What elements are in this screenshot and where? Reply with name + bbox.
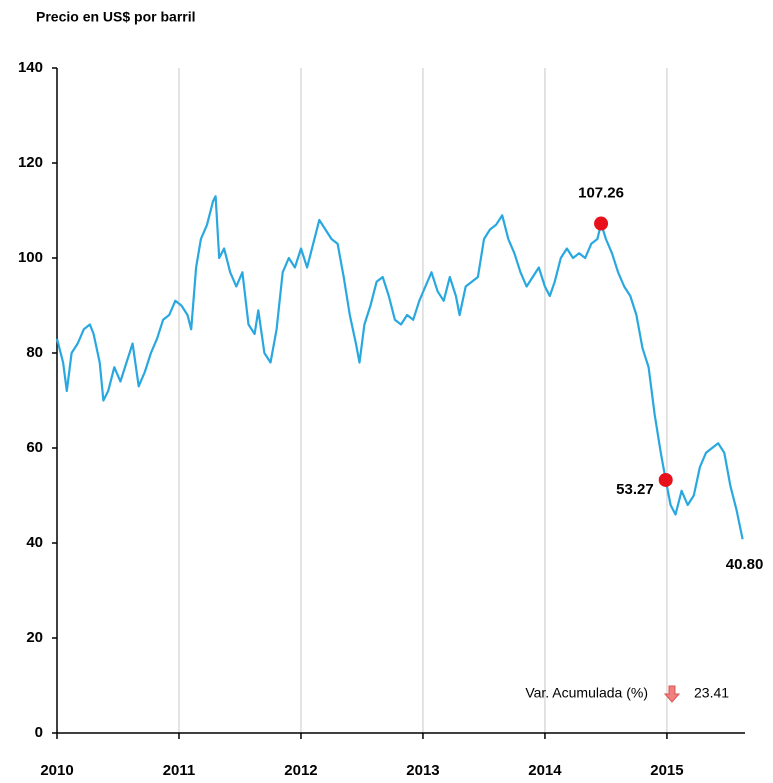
y-tick-label: 140 [18, 59, 43, 76]
indicator-arrow [663, 685, 681, 703]
x-tick-label: 2015 [650, 762, 683, 779]
x-tick-label: 2013 [406, 762, 439, 779]
annotation-label: 53.27 [616, 481, 654, 498]
y-tick-label: 100 [18, 249, 43, 266]
x-tick-label: 2011 [163, 762, 196, 779]
annotation-label: 107.26 [578, 184, 624, 201]
y-tick-label: 20 [26, 629, 43, 646]
x-tick-label: 2012 [284, 762, 317, 779]
highlight-point [658, 472, 673, 487]
y-tick-label: 80 [26, 344, 43, 361]
y-tick-label: 0 [35, 724, 43, 741]
price-line [55, 195, 744, 540]
y-tick-label: 60 [26, 439, 43, 456]
highlight-point [594, 216, 609, 231]
indicator-value: 23.41 [694, 685, 729, 701]
annotation-label: 40.80 [726, 556, 764, 573]
y-tick-label: 40 [26, 534, 43, 551]
x-tick-label: 2010 [40, 762, 73, 779]
x-tick-label: 2014 [528, 762, 562, 779]
y-tick-label: 120 [18, 154, 43, 171]
y-axis-title: Precio en US$ por barril [36, 9, 196, 25]
indicator-label: Var. Acumulada (%) [525, 685, 648, 701]
